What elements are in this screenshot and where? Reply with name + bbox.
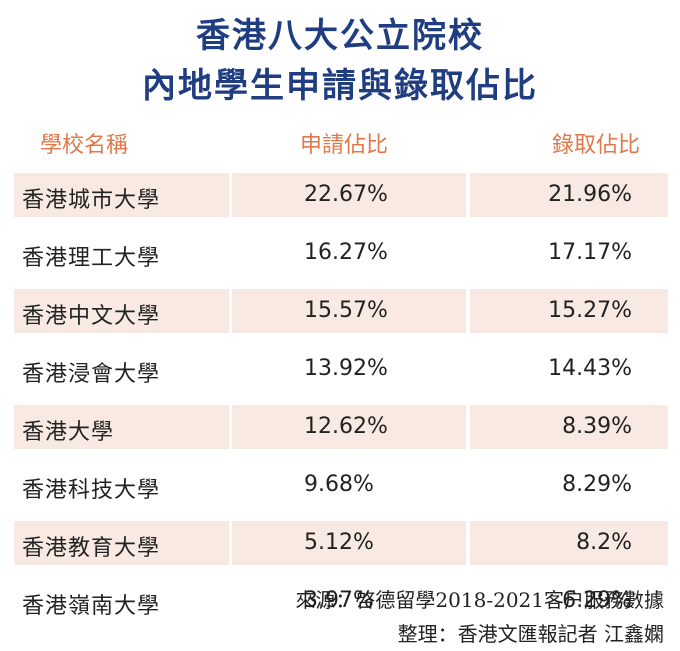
table-cell-bg [14,521,229,565]
table-row: 香港中文大學 15.57% 15.27% [14,289,668,333]
admission-share: 8.39% [562,414,632,439]
application-share: 3.97% [304,588,374,613]
school-name: 香港浸會大學 [22,362,161,387]
application-share: 13.92% [304,356,388,381]
admission-share: 21.96% [548,182,632,207]
school-name: 香港科技大學 [22,478,161,503]
header-application-share: 申請佔比 [300,133,389,158]
table-cell-bg [14,289,229,333]
school-name: 香港大學 [22,420,115,445]
school-name: 香港理工大學 [22,246,161,271]
table-row: 香港城市大學 22.67% 21.96% [14,173,668,217]
school-name: 香港城市大學 [22,188,161,213]
source-note: 來源：啓德留學2018-2021客户服務數據 [295,588,664,612]
table-cell-bg [470,405,668,449]
table-cell-bg [232,289,466,333]
school-name: 香港嶺南大學 [22,594,161,619]
title-line-2: 內地學生申請與錄取佔比 [142,66,538,106]
table-cell-bg [232,405,466,449]
table-cell-bg [470,521,668,565]
title-line-1: 香港八大公立院校 [196,16,484,56]
application-share: 15.57% [304,298,388,323]
header-school-name: 學校名稱 [40,133,129,158]
admission-share: 17.17% [548,240,632,265]
application-share: 12.62% [304,414,388,439]
table-row: 香港教育大學 5.12% 8.2% [14,521,668,565]
admission-share: 8.2% [576,530,632,555]
editor-note: 整理：香港文匯報記者 江鑫嫻 [397,622,664,646]
application-share: 16.27% [304,240,388,265]
header-admission-share: 錄取佔比 [552,133,641,158]
table-cell-bg [232,521,466,565]
table-row: 香港大學 12.62% 8.39% [14,405,668,449]
table-row: 香港科技大學 9.68% 8.29% [14,463,668,507]
table-cell-bg [470,173,668,217]
application-share: 9.68% [304,472,374,497]
table-cell-bg [14,405,229,449]
school-name: 香港中文大學 [22,304,161,329]
table-cell-bg [232,173,466,217]
admission-share: 14.43% [548,356,632,381]
table-cell-bg [14,173,229,217]
table-cell-bg [470,289,668,333]
admission-share: 6.29% [562,588,632,613]
table-row: 香港嶺南大學 3.97% 6.29% [14,579,668,623]
application-share: 5.12% [304,530,374,555]
application-share: 22.67% [304,182,388,207]
table-row: 香港浸會大學 13.92% 14.43% [14,347,668,391]
admission-share: 15.27% [548,298,632,323]
table-row: 香港理工大學 16.27% 17.17% [14,231,668,275]
admission-share: 8.29% [562,472,632,497]
school-name: 香港教育大學 [22,536,161,561]
